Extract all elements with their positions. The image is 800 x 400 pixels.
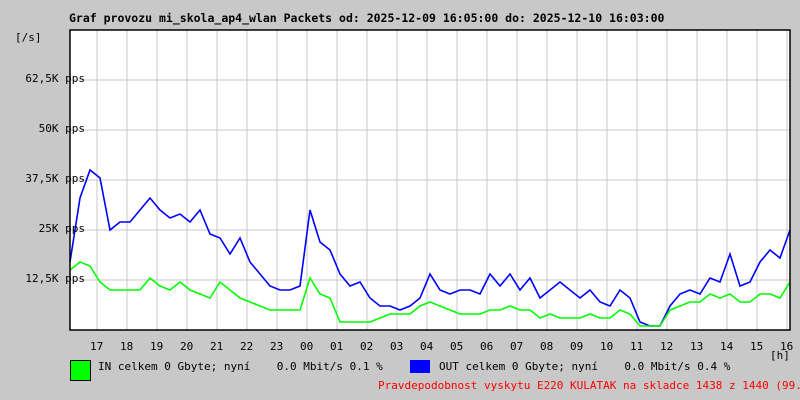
x-tick-label: 06 — [480, 340, 494, 353]
x-tick-label: 00 — [300, 340, 314, 353]
x-tick-label: 18 — [120, 340, 134, 353]
x-tick-label: 19 — [150, 340, 164, 353]
x-tick-label: 05 — [450, 340, 464, 353]
x-tick-label: 21 — [210, 340, 224, 353]
chart-title: Graf provozu mi_skola_ap4_wlan Packets o… — [69, 11, 665, 25]
x-tick-label: 09 — [570, 340, 584, 353]
x-tick-label: 15 — [750, 340, 764, 353]
x-tick-label: 23 — [270, 340, 284, 353]
legend-out-swatch — [410, 360, 430, 373]
x-axis-unit: [h] — [770, 349, 790, 362]
x-tick-label: 08 — [540, 340, 554, 353]
y-tick-label: 37,5K pps — [25, 172, 85, 185]
x-tick-label: 03 — [390, 340, 404, 353]
x-tick-label: 10 — [600, 340, 614, 353]
x-tick-label: 07 — [510, 340, 524, 353]
y-tick-label: 50K pps — [38, 122, 85, 135]
x-tick-label: 12 — [660, 340, 674, 353]
x-tick-label: 02 — [360, 340, 374, 353]
legend-in-label: IN celkem 0 Gbyte; nyní 0.0 Mbit/s 0.1 % — [98, 360, 383, 373]
footer-note: Pravdepodobnost vyskytu E220 KULATAK na … — [378, 379, 800, 392]
x-tick-label: 14 — [720, 340, 734, 353]
y-tick-label: 12,5K pps — [25, 272, 85, 285]
x-tick-label: 17 — [90, 340, 104, 353]
x-tick-label: 13 — [690, 340, 704, 353]
x-tick-label: 11 — [630, 340, 644, 353]
y-tick-label: 62,5K pps — [25, 72, 85, 85]
x-tick-label: 01 — [330, 340, 344, 353]
legend-in-swatch — [70, 360, 91, 381]
y-tick-label: 25K pps — [38, 222, 85, 235]
series-line-out — [69, 168, 791, 327]
series-line-in — [69, 261, 791, 327]
x-tick-label: 04 — [420, 340, 434, 353]
y-axis-unit: [/s] — [15, 31, 42, 44]
x-tick-label: 16 — [780, 340, 794, 353]
x-tick-label: 20 — [180, 340, 194, 353]
x-tick-label: 22 — [240, 340, 254, 353]
plot-border — [69, 29, 791, 331]
legend-out-label: OUT celkem 0 Gbyte; nyní 0.0 Mbit/s 0.4 … — [439, 360, 731, 373]
